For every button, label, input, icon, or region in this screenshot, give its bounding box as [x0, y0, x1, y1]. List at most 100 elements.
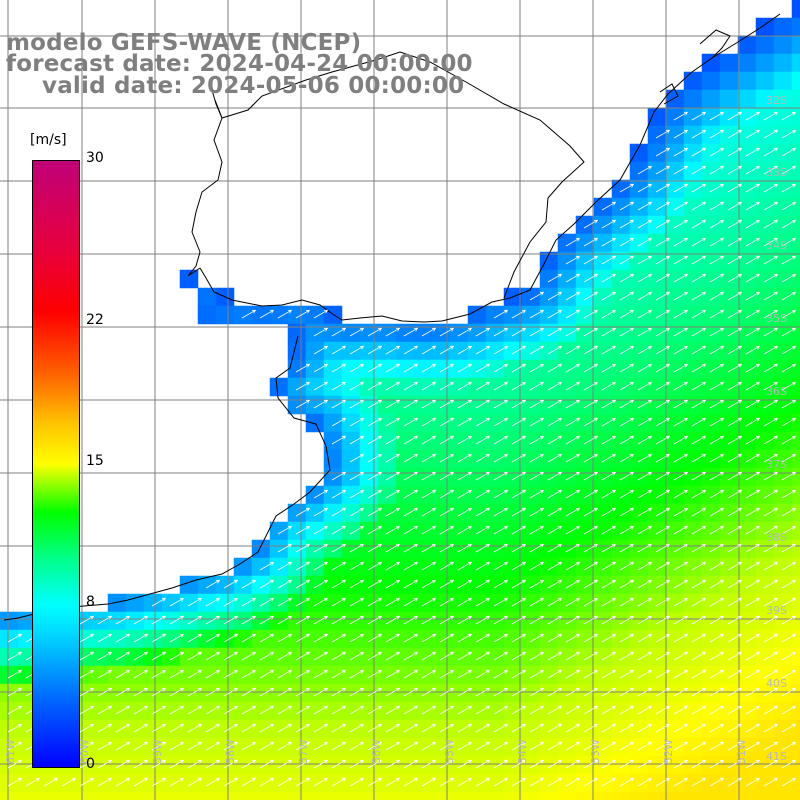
wind-cell: [179, 593, 199, 613]
wind-cell: [539, 449, 559, 469]
wind-cell: [161, 665, 181, 685]
wind-arrow: [349, 471, 365, 481]
wind-arrow: [709, 597, 725, 607]
wind-cell: [521, 503, 541, 523]
wind-arrow: [745, 705, 761, 715]
wind-arrow: [313, 489, 329, 499]
wind-arrow: [655, 453, 671, 463]
wind-arrow: [151, 633, 167, 643]
wind-arrow: [583, 273, 599, 283]
wind-cell: [665, 593, 685, 613]
wind-cell: [539, 575, 559, 595]
wind-arrow: [133, 615, 149, 625]
wind-arrow: [727, 129, 743, 139]
wind-arrow: [619, 777, 635, 787]
wind-cell: [413, 647, 433, 667]
wind-cell: [395, 575, 415, 595]
wind-arrow: [547, 633, 563, 643]
wind-cell: [395, 665, 415, 685]
wind-arrow: [223, 723, 239, 733]
wind-cell: [683, 521, 703, 541]
wind-arrow: [763, 183, 779, 193]
wind-arrow: [241, 309, 257, 319]
wind-cell: [557, 683, 577, 703]
latitude-label: 34S: [766, 239, 787, 252]
wind-cell: [323, 467, 343, 487]
wind-arrow: [781, 219, 797, 229]
wind-cell: [539, 269, 559, 289]
wind-cell: [575, 611, 595, 631]
wind-arrow: [295, 651, 311, 661]
wind-cell: [719, 125, 739, 145]
wind-cell: [395, 611, 415, 631]
wind-cell: [737, 611, 757, 631]
wind-cell: [557, 467, 577, 487]
wind-cell: [593, 575, 613, 595]
wind-arrow: [331, 381, 347, 391]
wind-cell: [719, 395, 739, 415]
wind-arrow: [601, 219, 617, 229]
wind-cell: [791, 323, 800, 343]
wind-arrow: [241, 651, 257, 661]
wind-cell: [701, 467, 721, 487]
wind-cell: [575, 521, 595, 541]
wind-arrow: [511, 579, 527, 589]
wind-cell: [629, 413, 649, 433]
wind-cell: [467, 719, 487, 739]
wind-cell: [593, 611, 613, 631]
wind-cell: [737, 449, 757, 469]
wind-arrow: [79, 615, 95, 625]
wind-cell: [467, 485, 487, 505]
wind-arrow: [709, 615, 725, 625]
wind-cell: [593, 773, 613, 793]
wind-arrow: [529, 417, 545, 427]
wind-arrow: [565, 507, 581, 517]
wind-arrow: [763, 561, 779, 571]
wind-arrow: [655, 723, 671, 733]
wind-arrow: [673, 147, 689, 157]
wind-cell: [503, 377, 523, 397]
wind-cell: [197, 683, 217, 703]
wind-arrow: [601, 741, 617, 751]
wind-cell: [665, 107, 685, 127]
wind-cell: [395, 503, 415, 523]
wind-arrow: [547, 561, 563, 571]
wind-arrow: [349, 381, 365, 391]
wind-cell: [593, 485, 613, 505]
wind-arrow: [493, 507, 509, 517]
wind-cell: [287, 665, 307, 685]
wind-arrow: [673, 507, 689, 517]
wind-cell: [179, 737, 199, 757]
wind-cell: [305, 701, 325, 721]
wind-cell: [341, 377, 361, 397]
wind-cell: [593, 305, 613, 325]
wind-cell: [413, 629, 433, 649]
wind-arrow: [781, 525, 797, 535]
wind-cell: [107, 755, 127, 775]
wind-arrow: [673, 363, 689, 373]
wind-cell: [737, 233, 757, 253]
wind-cell: [719, 269, 739, 289]
wind-arrow: [709, 435, 725, 445]
wind-cell: [305, 647, 325, 667]
wind-cell: [791, 719, 800, 739]
wind-cell: [377, 539, 397, 559]
wind-arrow: [781, 201, 797, 211]
wind-cell: [521, 575, 541, 595]
legend-tick-label: 0: [86, 756, 95, 772]
wind-cell: [755, 341, 775, 361]
wind-cell: [539, 737, 559, 757]
wind-arrow: [619, 381, 635, 391]
wind-cell: [341, 665, 361, 685]
wind-cell: [629, 161, 649, 181]
wind-cell: [539, 683, 559, 703]
wind-cell: [449, 377, 469, 397]
wind-cell: [341, 395, 361, 415]
wind-cell: [287, 701, 307, 721]
wind-arrow: [763, 615, 779, 625]
wind-arrow: [457, 561, 473, 571]
wind-arrow: [205, 633, 221, 643]
wind-arrow: [331, 489, 347, 499]
wind-cell: [629, 431, 649, 451]
wind-cell: [251, 557, 271, 577]
